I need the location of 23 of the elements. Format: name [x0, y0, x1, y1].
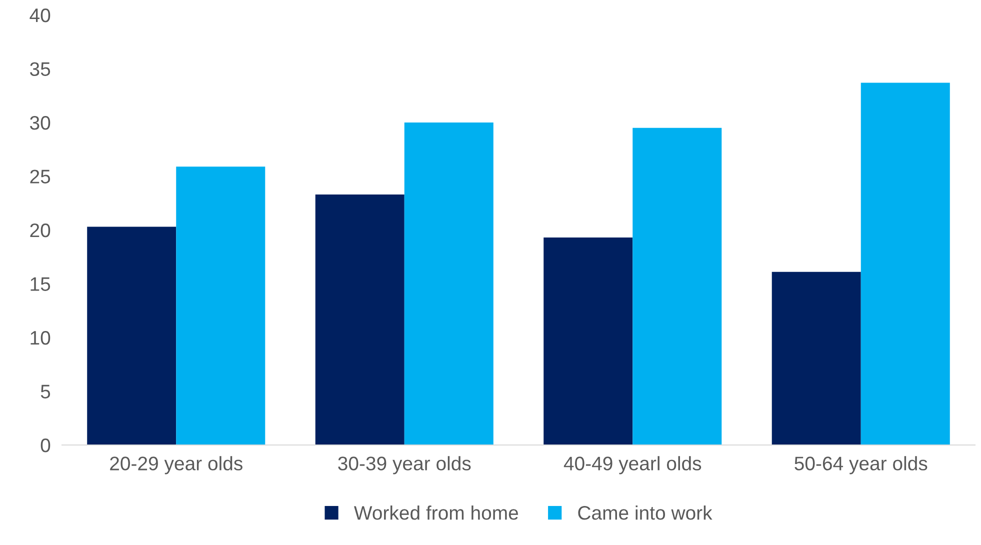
- bar: [632, 128, 722, 445]
- y-tick-label: 0: [40, 438, 50, 452]
- bar: [176, 166, 266, 445]
- x-tick-label: 40-49 yearl olds: [564, 456, 702, 474]
- y-tick-label: 25: [30, 170, 50, 184]
- y-tick-label: 35: [30, 62, 50, 76]
- y-tick-label: 40: [30, 8, 50, 22]
- legend-label: Came into work: [578, 506, 712, 520]
- bar: [315, 194, 404, 445]
- y-tick-label: 15: [30, 277, 50, 291]
- x-tick-label: 20-29 year olds: [110, 456, 242, 474]
- y-tick-label: 10: [30, 330, 50, 345]
- bar: [87, 226, 176, 445]
- legend-label: Worked from home: [354, 506, 518, 520]
- bar: [772, 272, 861, 445]
- bar: [860, 82, 950, 445]
- bar: [404, 122, 494, 445]
- y-tick-label: 30: [30, 116, 50, 130]
- y-tick-label: 20: [30, 223, 50, 238]
- bar: [544, 238, 633, 445]
- y-tick-label: 5: [40, 384, 50, 398]
- x-tick-label: 30-39 year olds: [338, 456, 471, 474]
- x-tick-label: 50-64 year olds: [794, 456, 928, 474]
